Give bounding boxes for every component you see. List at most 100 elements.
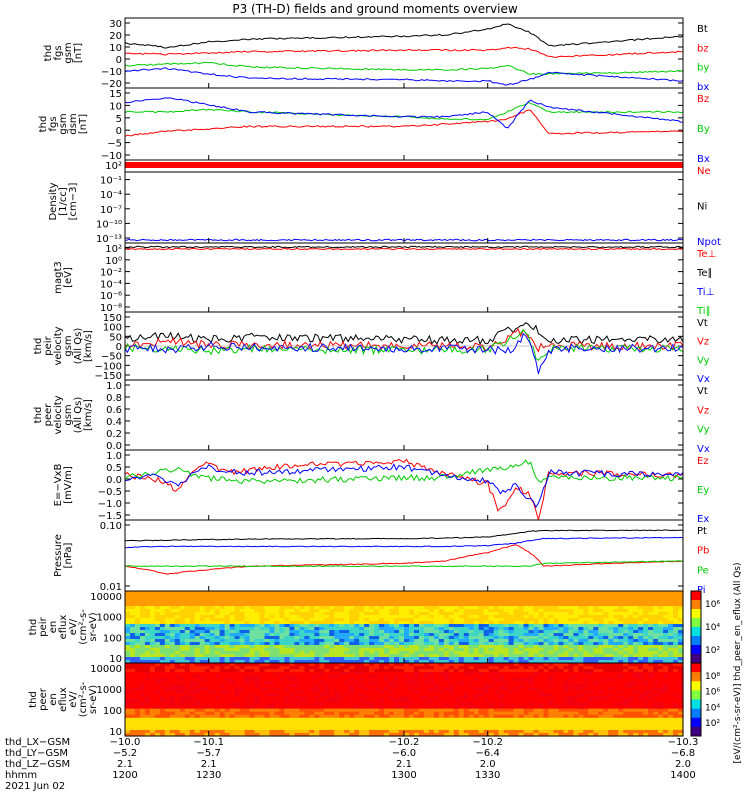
spectrogram-cell (219, 651, 226, 655)
spectrogram-cell (399, 690, 405, 695)
spectrogram-cell (284, 726, 291, 731)
spectrogram-cell (513, 603, 520, 607)
spectrogram-cell (194, 690, 201, 695)
spectrogram-cell (458, 645, 465, 649)
spectrogram-cell (473, 603, 480, 607)
spectrogram-cell (159, 681, 166, 685)
spectrogram-cell (478, 684, 485, 688)
spectrogram-cell (269, 639, 276, 643)
spectrogram-cell (339, 648, 345, 652)
spectrogram-cell (513, 642, 520, 646)
spectrogram-cell (279, 714, 286, 719)
spectrogram-cell (125, 642, 131, 646)
spectrogram-cell (359, 705, 365, 710)
spectrogram-cell (369, 597, 375, 601)
spectrogram-cell (229, 732, 236, 737)
spectrogram-cell (249, 591, 256, 595)
spectrogram-cell (199, 693, 206, 698)
spectrogram-cell (543, 699, 550, 704)
spectrogram-cell (144, 642, 151, 646)
spectrogram-cell (134, 705, 141, 710)
spectrogram-cell (428, 663, 435, 667)
spectrogram-cell (189, 666, 196, 670)
spectrogram-cell (364, 723, 370, 728)
spectrogram-cell (279, 723, 286, 728)
spectrogram-cell (374, 609, 380, 613)
spectrogram-cell (369, 693, 375, 698)
spectrogram-cell (344, 675, 350, 679)
spectrogram-cell (244, 618, 251, 622)
spectrogram-cell (319, 621, 325, 625)
spectrogram-cell (279, 726, 286, 731)
spectrogram-cell (219, 609, 226, 613)
spectrogram-cell (533, 651, 540, 655)
spectrogram-cell (389, 723, 395, 728)
spectrogram-cell (229, 705, 236, 710)
spectrogram-cell (154, 690, 161, 695)
spectrogram-cell (284, 621, 291, 625)
spectrogram-cell (224, 678, 231, 682)
spectrogram-cell (473, 702, 480, 707)
spectrogram-cell (159, 690, 166, 695)
spectrogram-cell (274, 594, 281, 598)
spectrogram-cell (458, 606, 465, 610)
spectrogram-cell (628, 591, 634, 595)
spectrogram-cell (528, 714, 535, 719)
spectrogram-cell (543, 690, 550, 695)
spectrogram-cell (384, 654, 390, 658)
spectrogram-cell (304, 660, 310, 664)
spectrogram-cell (438, 714, 445, 719)
spectrogram-cell (349, 618, 355, 622)
spectrogram-cell (628, 648, 634, 652)
spectrogram-cell (488, 687, 495, 691)
spectrogram-cell (498, 699, 505, 704)
spectrogram-cell (164, 669, 171, 673)
spectrogram-cell (493, 609, 500, 613)
spectrogram-cell (384, 717, 390, 722)
spectrogram-cell (209, 591, 216, 595)
spectrogram-cell (488, 618, 495, 622)
spectrogram-cell (299, 711, 305, 716)
spectrogram-cell (234, 606, 241, 610)
spectrogram-cell (523, 630, 530, 634)
spectrogram-cell (404, 690, 410, 695)
spectrogram-cell (423, 702, 430, 707)
spectrogram-cell (204, 720, 211, 725)
spectrogram-cell (483, 639, 490, 643)
spectrogram-cell (184, 690, 191, 695)
spectrogram-cell (184, 687, 191, 691)
spectrogram-cell (125, 633, 131, 637)
spectrogram-cell (468, 645, 475, 649)
spectrogram-cell (508, 630, 515, 634)
spectrogram-cell (214, 657, 221, 661)
spectrogram-cell (663, 618, 669, 622)
spectrogram-cell (179, 711, 186, 716)
spectrogram-cell (483, 732, 490, 737)
spectrogram-cell (294, 612, 300, 616)
spectrogram-cell (523, 669, 530, 673)
spectrogram-cell (364, 669, 370, 673)
spectrogram-cell (438, 684, 445, 688)
spectrogram-cell (443, 597, 450, 601)
spectrogram-cell (633, 651, 639, 655)
spectrogram-cell (284, 687, 291, 691)
spectrogram-cell (543, 720, 550, 725)
spectrogram-cell (189, 660, 196, 664)
spectrogram-cell (648, 597, 654, 601)
spectrogram-cell (134, 651, 141, 655)
spectrogram-cell (189, 618, 196, 622)
spectrogram-cell (543, 726, 550, 731)
spectrogram-cell (508, 636, 515, 640)
spectrogram-cell (463, 720, 470, 725)
spectrogram-cell (473, 678, 480, 682)
spectrogram-cell (603, 591, 609, 595)
spectrogram-cell (389, 642, 395, 646)
spectrogram-cell (304, 597, 310, 601)
y-axis-label: en (48, 693, 59, 706)
spectrogram-cell (329, 615, 335, 619)
spectrogram-cell (334, 642, 340, 646)
spectrogram-cell (294, 651, 300, 655)
spectrogram-cell (364, 678, 370, 682)
spectrogram-cell (194, 723, 201, 728)
